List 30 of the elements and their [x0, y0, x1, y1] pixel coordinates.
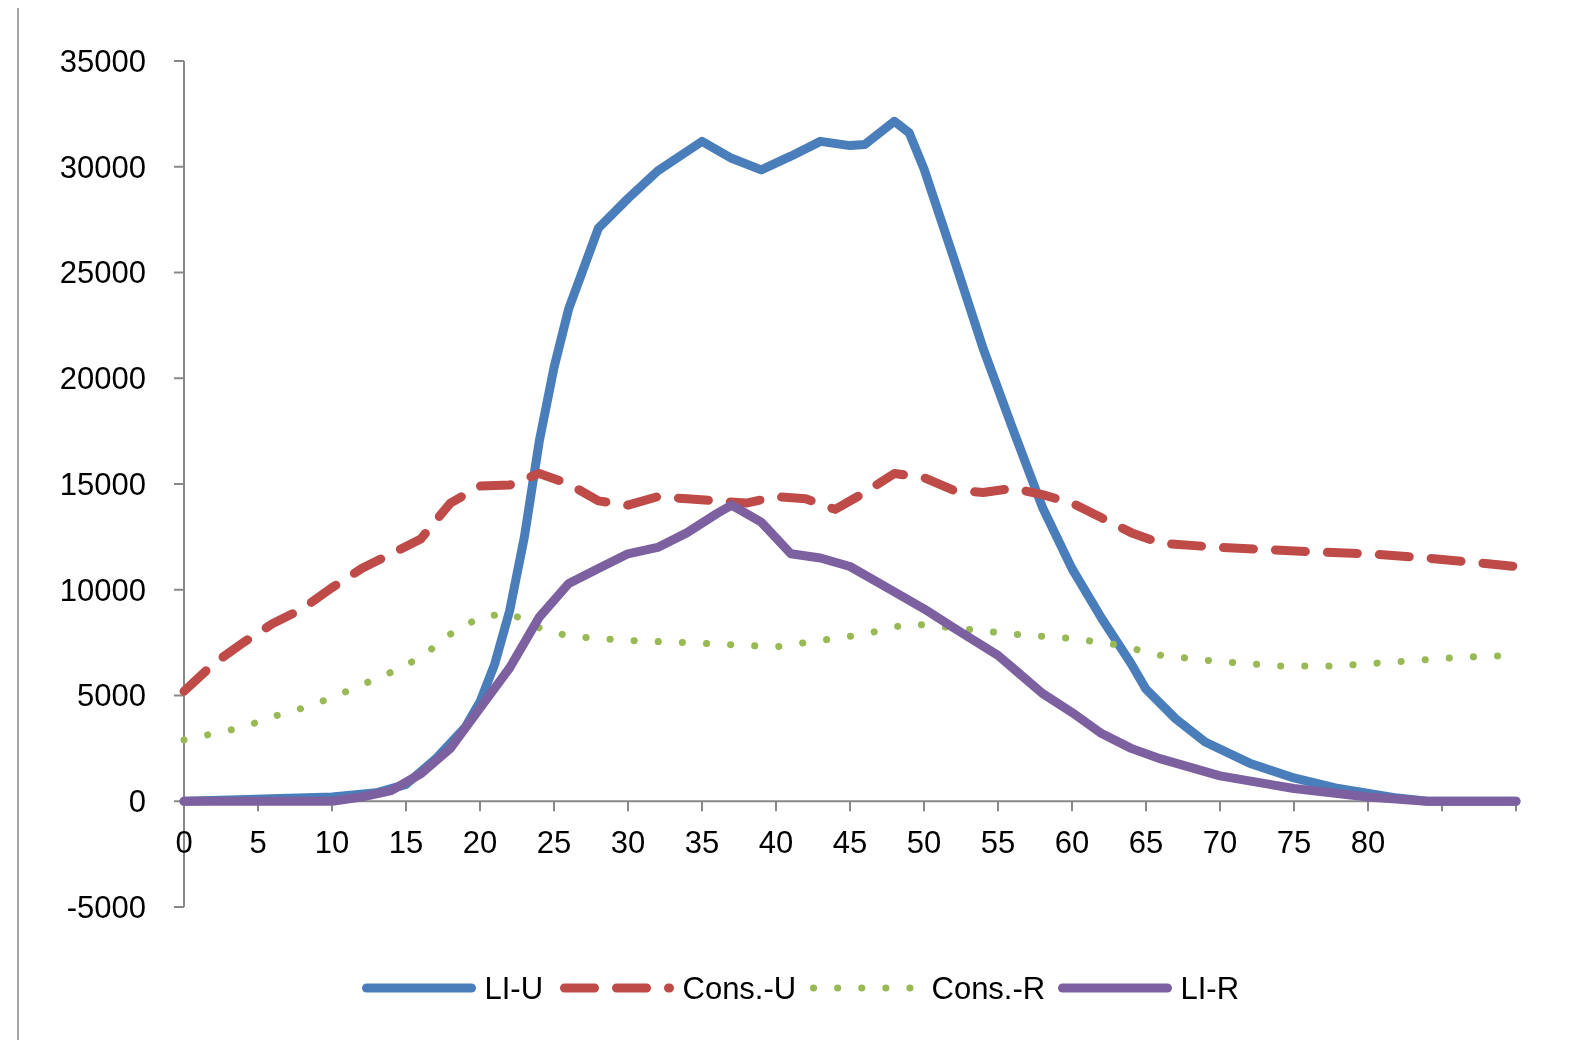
- x-tick-label: 75: [1276, 825, 1312, 861]
- legend-label: LI-U: [484, 970, 544, 1006]
- x-tick-label: 30: [610, 825, 646, 861]
- x-tick-label: 20: [462, 825, 498, 861]
- y-tick-label: 30000: [59, 149, 146, 185]
- y-tick-label: 35000: [59, 43, 146, 79]
- y-tick-label: 10000: [59, 572, 146, 608]
- y-tick-label: 5000: [77, 678, 146, 714]
- x-tick-label: 15: [388, 825, 424, 861]
- x-tick-label: 5: [249, 825, 267, 861]
- x-tick-label: 80: [1350, 825, 1386, 861]
- x-tick-label: 50: [906, 825, 942, 861]
- x-tick-label: 35: [684, 825, 720, 861]
- x-tick-label: 55: [980, 825, 1016, 861]
- x-tick-label: 40: [758, 825, 794, 861]
- y-tick-label: 25000: [59, 255, 146, 291]
- y-tick-label: 15000: [59, 466, 146, 502]
- y-tick-label: -5000: [66, 889, 146, 925]
- x-tick-label: 25: [536, 825, 572, 861]
- legend-label: Cons.-R: [931, 970, 1046, 1006]
- legend-label: Cons.-U: [682, 970, 797, 1006]
- x-tick-label: 45: [832, 825, 868, 861]
- x-tick-label: 65: [1128, 825, 1164, 861]
- y-tick-label: 0: [128, 784, 146, 820]
- legend-label: LI-R: [1180, 970, 1240, 1006]
- y-tick-label: 20000: [59, 361, 146, 397]
- x-tick-label: 10: [314, 825, 350, 861]
- x-tick-label: 60: [1054, 825, 1090, 861]
- x-tick-label: 0: [175, 825, 193, 861]
- x-tick-label: 70: [1202, 825, 1238, 861]
